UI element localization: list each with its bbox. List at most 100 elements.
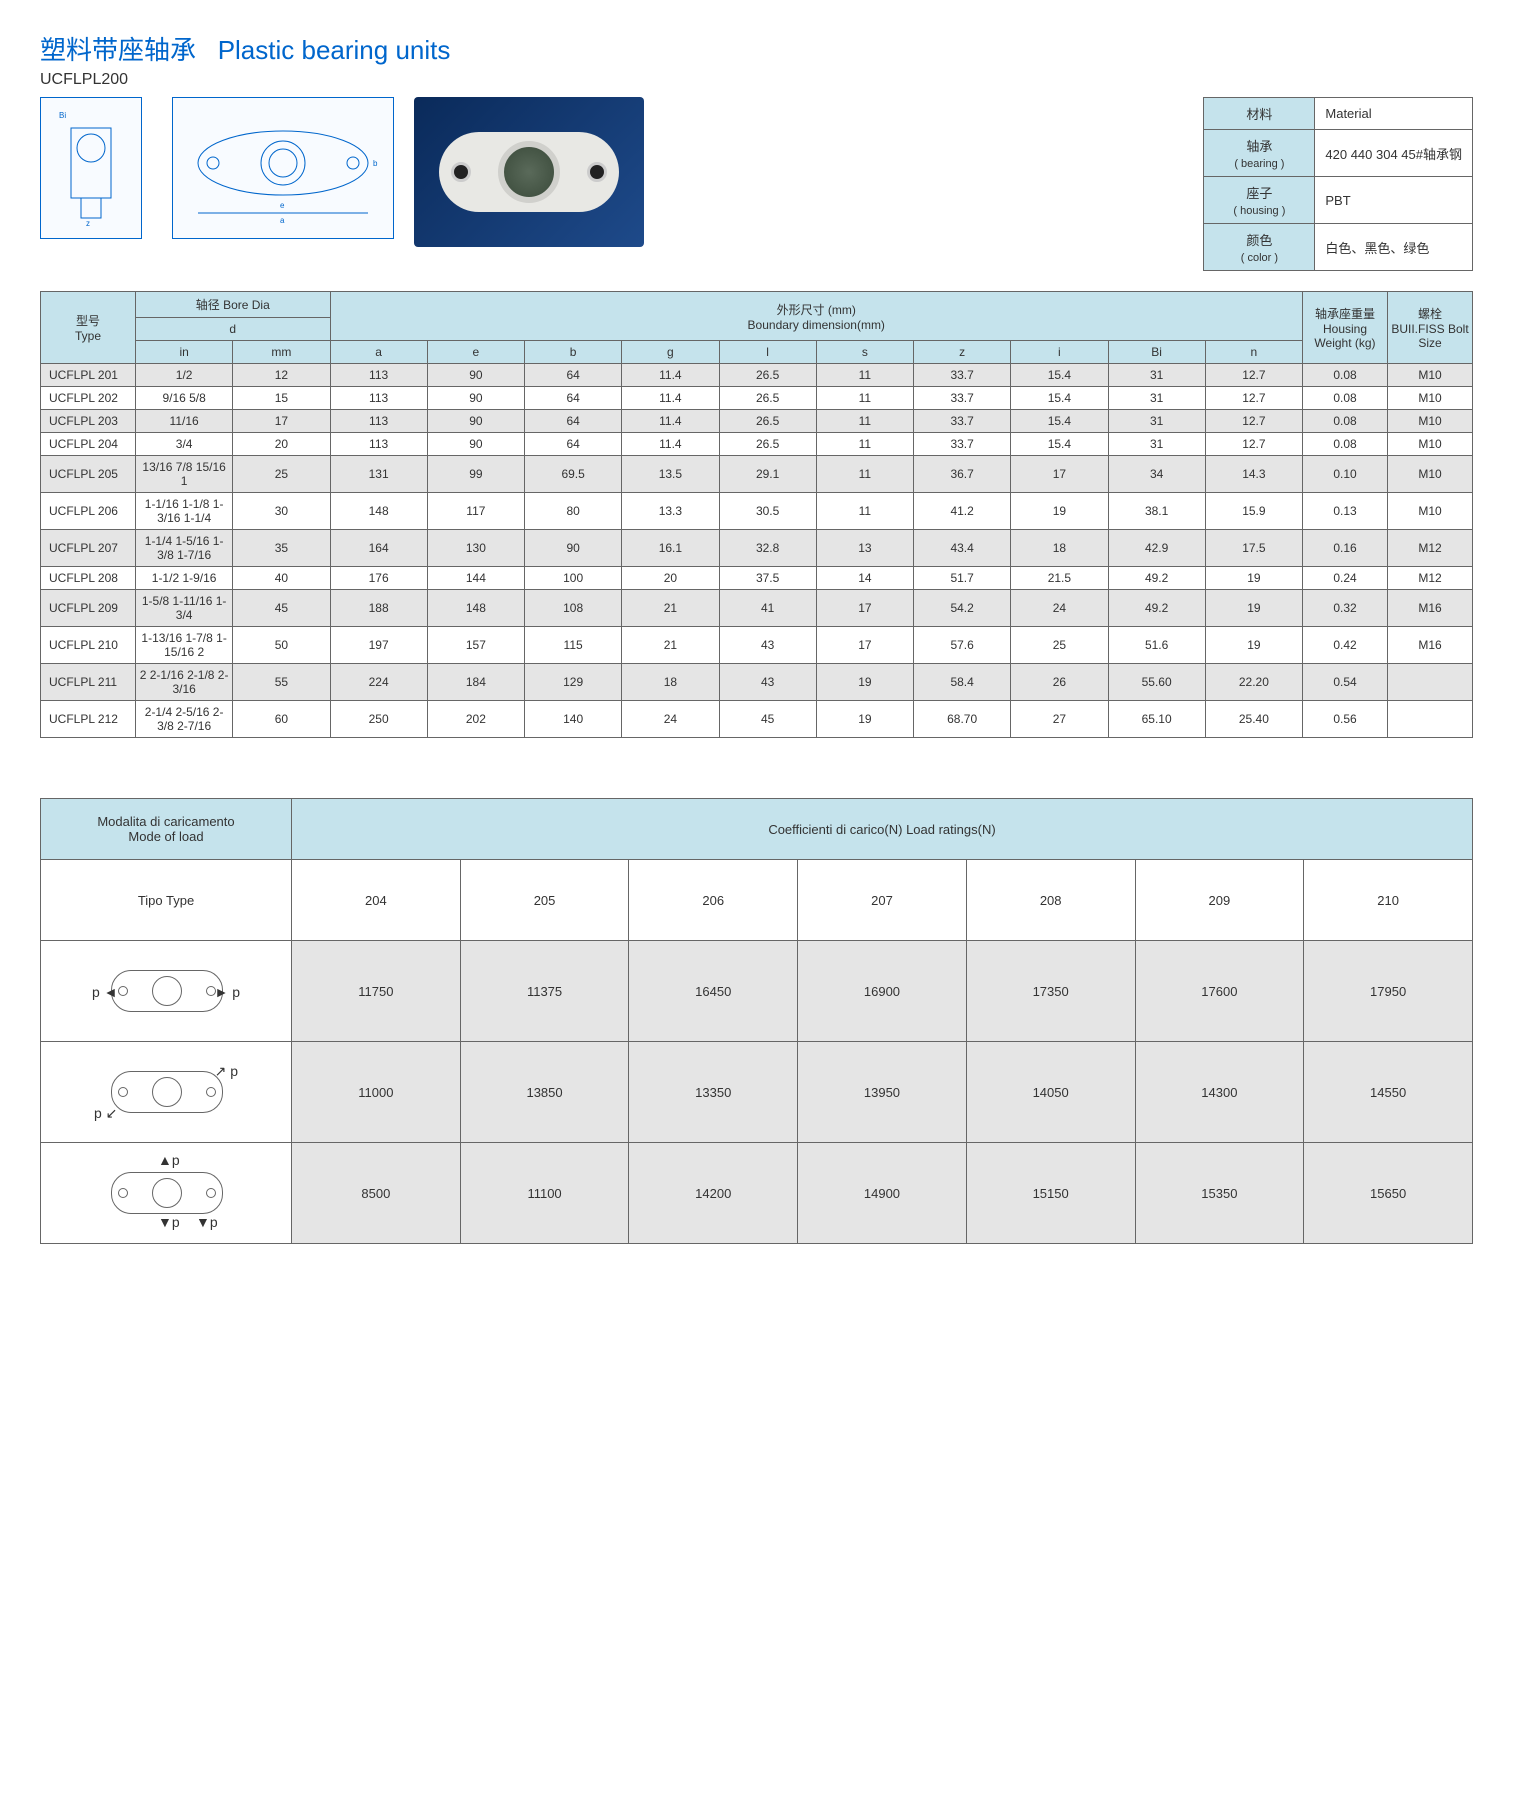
cell-dim: 33.7 xyxy=(914,387,1011,410)
th-bolt-en: BUII.FISS Bolt Size xyxy=(1391,322,1468,350)
table-row: UCFLPL 211 2 2-1/16 2-1/8 2-3/16 5522418… xyxy=(41,664,1473,701)
cell-in: 1-1/2 1-9/16 xyxy=(136,567,233,590)
svg-text:a: a xyxy=(280,216,285,225)
table-row: UCFLPL 209 1-5/8 1-11/16 1-3/4 451881481… xyxy=(41,590,1473,627)
cell-dim: 22.20 xyxy=(1205,664,1302,701)
cell-wt: 0.56 xyxy=(1303,701,1388,738)
cell-dim: 117 xyxy=(427,493,524,530)
cell-dim: 21 xyxy=(622,590,719,627)
th-mode-en: Mode of load xyxy=(128,829,203,844)
load-type: 204 xyxy=(292,860,461,941)
cell-mm: 40 xyxy=(233,567,330,590)
cell-dim: 25 xyxy=(1011,627,1108,664)
cell-dim: 41 xyxy=(719,590,816,627)
cell-dim: 13 xyxy=(816,530,913,567)
load-type: 206 xyxy=(629,860,798,941)
cell-dim: 11 xyxy=(816,433,913,456)
cell-dim: 26.5 xyxy=(719,387,816,410)
cell-dim: 43.4 xyxy=(914,530,1011,567)
load-value: 15350 xyxy=(1135,1143,1304,1244)
cell-dim: 58.4 xyxy=(914,664,1011,701)
cell-dim: 51.7 xyxy=(914,567,1011,590)
cell-dim: 51.6 xyxy=(1108,627,1205,664)
cell-dim: 90 xyxy=(427,364,524,387)
material-value: PBT xyxy=(1315,177,1473,224)
cell-mm: 12 xyxy=(233,364,330,387)
cell-in: 1-1/16 1-1/8 1-3/16 1-1/4 xyxy=(136,493,233,530)
th-dim: a xyxy=(330,341,427,364)
cell-dim: 38.1 xyxy=(1108,493,1205,530)
load-type: 209 xyxy=(1135,860,1304,941)
th-dim: i xyxy=(1011,341,1108,364)
cell-dim: 68.70 xyxy=(914,701,1011,738)
cell-dim: 129 xyxy=(525,664,622,701)
load-value: 11375 xyxy=(460,941,629,1042)
cell-in: 1-5/8 1-11/16 1-3/4 xyxy=(136,590,233,627)
cell-type: UCFLPL 207 xyxy=(41,530,136,567)
cell-dim: 197 xyxy=(330,627,427,664)
cell-dim: 108 xyxy=(525,590,622,627)
cell-dim: 130 xyxy=(427,530,524,567)
cell-bolt: M10 xyxy=(1388,493,1473,530)
th-dim: z xyxy=(914,341,1011,364)
table-row: UCFLPL 201 1/2 12113906411.426.51133.715… xyxy=(41,364,1473,387)
cell-bolt: M10 xyxy=(1388,456,1473,493)
cell-dim: 11 xyxy=(816,364,913,387)
cell-dim: 43 xyxy=(719,627,816,664)
cell-dim: 176 xyxy=(330,567,427,590)
cell-in: 1-1/4 1-5/16 1-3/8 1-7/16 xyxy=(136,530,233,567)
cell-wt: 0.13 xyxy=(1303,493,1388,530)
cell-in: 2-1/4 2-5/16 2-3/8 2-7/16 xyxy=(136,701,233,738)
cell-dim: 14 xyxy=(816,567,913,590)
cell-bolt: M12 xyxy=(1388,567,1473,590)
load-mode-diagram: p ↙↗ p xyxy=(41,1042,292,1143)
cell-dim: 144 xyxy=(427,567,524,590)
cell-dim: 157 xyxy=(427,627,524,664)
cell-dim: 31 xyxy=(1108,364,1205,387)
tipo-label: Tipo Type xyxy=(41,860,292,941)
cell-mm: 35 xyxy=(233,530,330,567)
cell-dim: 250 xyxy=(330,701,427,738)
th-dim: e xyxy=(427,341,524,364)
cell-dim: 24 xyxy=(622,701,719,738)
cell-in: 13/16 7/8 15/16 1 xyxy=(136,456,233,493)
load-value: 14050 xyxy=(966,1042,1135,1143)
cell-dim: 11.4 xyxy=(622,410,719,433)
cell-dim: 26.5 xyxy=(719,433,816,456)
svg-text:e: e xyxy=(280,201,285,210)
cell-bolt: M10 xyxy=(1388,387,1473,410)
cell-type: UCFLPL 204 xyxy=(41,433,136,456)
cell-dim: 64 xyxy=(525,364,622,387)
cell-dim: 17 xyxy=(816,627,913,664)
cell-dim: 64 xyxy=(525,387,622,410)
cell-dim: 15.4 xyxy=(1011,364,1108,387)
cell-dim: 148 xyxy=(330,493,427,530)
cell-dim: 164 xyxy=(330,530,427,567)
cell-dim: 33.7 xyxy=(914,364,1011,387)
cell-type: UCFLPL 210 xyxy=(41,627,136,664)
cell-dim: 11.4 xyxy=(622,387,719,410)
cell-dim: 19 xyxy=(816,664,913,701)
material-label: 轴承( bearing ) xyxy=(1204,130,1315,177)
cell-mm: 50 xyxy=(233,627,330,664)
cell-dim: 42.9 xyxy=(1108,530,1205,567)
cell-dim: 20 xyxy=(622,567,719,590)
svg-text:Bi: Bi xyxy=(59,111,66,120)
th-type-en: Type xyxy=(75,329,101,343)
load-value: 13350 xyxy=(629,1042,798,1143)
th-dim: g xyxy=(622,341,719,364)
cell-dim: 12.7 xyxy=(1205,364,1302,387)
cell-wt: 0.10 xyxy=(1303,456,1388,493)
cell-dim: 25.40 xyxy=(1205,701,1302,738)
cell-dim: 13.3 xyxy=(622,493,719,530)
cell-dim: 19 xyxy=(1205,627,1302,664)
cell-dim: 33.7 xyxy=(914,410,1011,433)
table-row: UCFLPL 203 11/16 17113906411.426.51133.7… xyxy=(41,410,1473,433)
load-table: Modalita di caricamento Mode of load Coe… xyxy=(40,798,1473,1244)
th-in: in xyxy=(179,345,188,359)
cell-mm: 20 xyxy=(233,433,330,456)
spec-table: 型号 Type 轴径 Bore Dia 外形尺寸 (mm) Boundary d… xyxy=(40,291,1473,738)
cell-wt: 0.42 xyxy=(1303,627,1388,664)
cell-type: UCFLPL 211 xyxy=(41,664,136,701)
th-mode-it: Modalita di caricamento xyxy=(97,814,234,829)
